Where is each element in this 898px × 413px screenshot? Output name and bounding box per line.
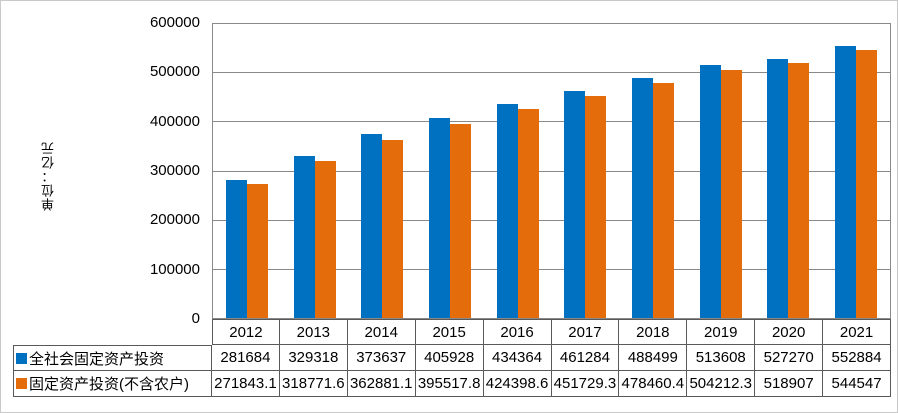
year-cell-2017: 2017 <box>551 319 620 345</box>
bar-group-2018 <box>619 23 687 318</box>
y-tick-label: 400000 <box>149 112 200 130</box>
value-cell-2012-s2: 271843.1 <box>212 371 280 397</box>
bar-2015 <box>428 118 450 318</box>
year-cell-2013: 2013 <box>279 319 348 345</box>
value-cell-2017-s2: 451729.3 <box>551 371 620 397</box>
bars-layer <box>213 23 890 318</box>
value-cell-2020-s1: 527270 <box>755 345 824 371</box>
gridline-100000 <box>213 268 890 270</box>
bar-group-2017 <box>552 23 620 318</box>
value-cell-2018-s1: 488499 <box>619 345 688 371</box>
value-cell-2014-s2: 362881.1 <box>347 371 416 397</box>
y-tick-label: 200000 <box>149 211 200 229</box>
gridline-300000 <box>213 170 890 172</box>
bar-2013 <box>314 161 336 318</box>
value-cell-2021-s1: 552884 <box>823 345 891 371</box>
y-tick-label: 100000 <box>149 260 200 278</box>
gridline-400000 <box>213 121 890 123</box>
bar-2017 <box>585 95 607 318</box>
bar-2021 <box>856 50 878 318</box>
gridline-500000 <box>213 72 890 74</box>
legend-swatch-icon <box>16 378 27 389</box>
value-cell-2014-s1: 373637 <box>347 345 416 371</box>
bar-group-2020 <box>755 23 823 318</box>
series-name-label: 固定资产投资(不含农户) <box>29 376 189 393</box>
year-cell-2015: 2015 <box>415 319 484 345</box>
bar-2012 <box>246 184 268 318</box>
bar-2013 <box>293 156 315 318</box>
y-tick-label: 500000 <box>149 63 200 81</box>
value-cell-2013-s1: 329318 <box>279 345 348 371</box>
value-cell-2016-s1: 434364 <box>483 345 552 371</box>
plot-area <box>212 23 891 319</box>
bar-2014 <box>382 139 404 318</box>
bar-2019 <box>720 70 742 318</box>
series-name-label: 全社会固定资产投资 <box>29 350 165 368</box>
value-cell-2018-s2: 478460.4 <box>619 371 688 397</box>
y-tick-label: 300000 <box>149 162 200 179</box>
value-cell-2020-s2: 518907 <box>755 371 824 397</box>
bar-group-2013 <box>281 23 349 318</box>
bar-2021 <box>835 46 857 318</box>
bar-2017 <box>564 91 586 318</box>
year-cell-2018: 2018 <box>619 319 688 345</box>
value-cell-2021-s2: 544547 <box>823 371 891 397</box>
value-cell-2012-s1: 281684 <box>212 345 280 371</box>
bar-group-2015 <box>416 23 484 318</box>
table-corner <box>13 319 212 345</box>
y-tick-label: 600000 <box>149 14 200 31</box>
bar-2018 <box>653 82 675 318</box>
value-cell-2019-s2: 504212.3 <box>687 371 756 397</box>
bar-2019 <box>699 65 721 318</box>
value-cell-2017-s1: 461284 <box>551 345 620 371</box>
bar-2016 <box>496 104 518 318</box>
bar-group-2014 <box>348 23 416 318</box>
legend-cell-series-2: 固定资产投资(不含农户) <box>13 371 212 397</box>
y-tick-label: 0 <box>191 310 200 327</box>
y-axis-tick-labels: 0 100000 200000 300000 400000 500000 600000 <box>1 14 206 327</box>
bar-2014 <box>361 134 383 318</box>
value-cell-2015-s2: 395517.8 <box>415 371 484 397</box>
value-cell-2019-s1: 513608 <box>687 345 756 371</box>
gridline-600000 <box>213 23 890 24</box>
bar-group-2012 <box>213 23 281 318</box>
bar-group-2016 <box>484 23 552 318</box>
bar-2012 <box>225 179 247 318</box>
year-cell-2016: 2016 <box>483 319 552 345</box>
value-cell-2015-s1: 405928 <box>415 345 484 371</box>
bar-2015 <box>449 123 471 318</box>
value-cell-2013-s2: 318771.6 <box>279 371 348 397</box>
year-cell-2012: 2012 <box>212 319 280 345</box>
value-cell-2016-s2: 424398.6 <box>483 371 552 397</box>
year-cell-2019: 2019 <box>687 319 756 345</box>
bar-group-2019 <box>687 23 755 318</box>
data-table: 2012 2013 2014 2015 2016 2017 2018 2019 2020 2021… <box>13 319 891 397</box>
bar-2020 <box>767 58 789 318</box>
year-cell-2021: 2021 <box>823 319 891 345</box>
bar-2020 <box>788 62 810 318</box>
legend-cell-series-1: 全社会固定资产投资 <box>13 345 212 371</box>
bar-2018 <box>632 77 654 318</box>
legend-swatch-icon <box>16 352 27 364</box>
year-cell-2020: 2020 <box>755 319 824 345</box>
gridline-200000 <box>213 219 890 221</box>
year-cell-2014: 2014 <box>347 319 416 345</box>
bar-2016 <box>517 109 539 318</box>
bar-group-2021 <box>822 23 890 318</box>
